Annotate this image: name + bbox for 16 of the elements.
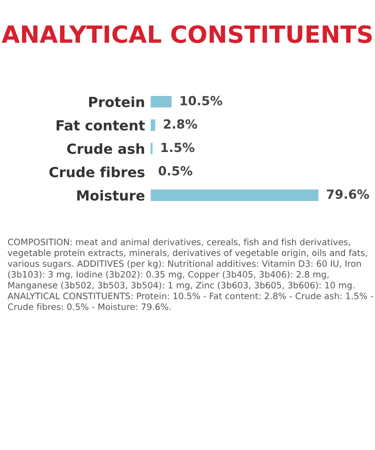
y-tick-label: Crude ash: [67, 143, 144, 154]
data-label: 10.5%: [180, 96, 222, 106]
bar: [150, 94, 174, 109]
data-label: 2.8%: [164, 119, 198, 129]
bar: [150, 188, 320, 202]
data-label: 79.6%: [326, 189, 370, 199]
y-tick-label: Crude fibres: [49, 166, 144, 178]
bar: [150, 118, 157, 132]
chart-title: ANALYTICAL CONSTITUENTS: [2, 25, 372, 44]
data-label: 0.5%: [158, 166, 192, 176]
y-tick-label: Protein: [89, 96, 144, 108]
bar: [150, 141, 154, 156]
data-label: 1.5%: [162, 142, 194, 152]
y-tick-label: Moisture: [77, 190, 144, 201]
text: COMPOSITION: meat and animal derivatives, cereals, fish and fish derivatives, vegetable protein extracts, minerals, derivatives of vegetable origin, oils and fats, various sugars. ADDITIVES (per kg): Nutritional additives: Vitamin D3: 60 IU, Iron (3b103): 3 mg, Iodine (3b202): 0.35 mg, Copper (3b405, 3b406): 2.8 mg, Manganese (3b502, 3b503, 3b504): 1 mg, Zinc (3b603, 3b605, 3b606): 10 mg. ANALYTICAL CONSTITUENTS: Protein: 10.5% - Fat content: 2.8% - Crude ash: 1.5% - Crude fibres: 0.5% - Moisture: 79.6%.: [8, 238, 374, 310]
y-tick-label: Fat content: [56, 120, 145, 131]
